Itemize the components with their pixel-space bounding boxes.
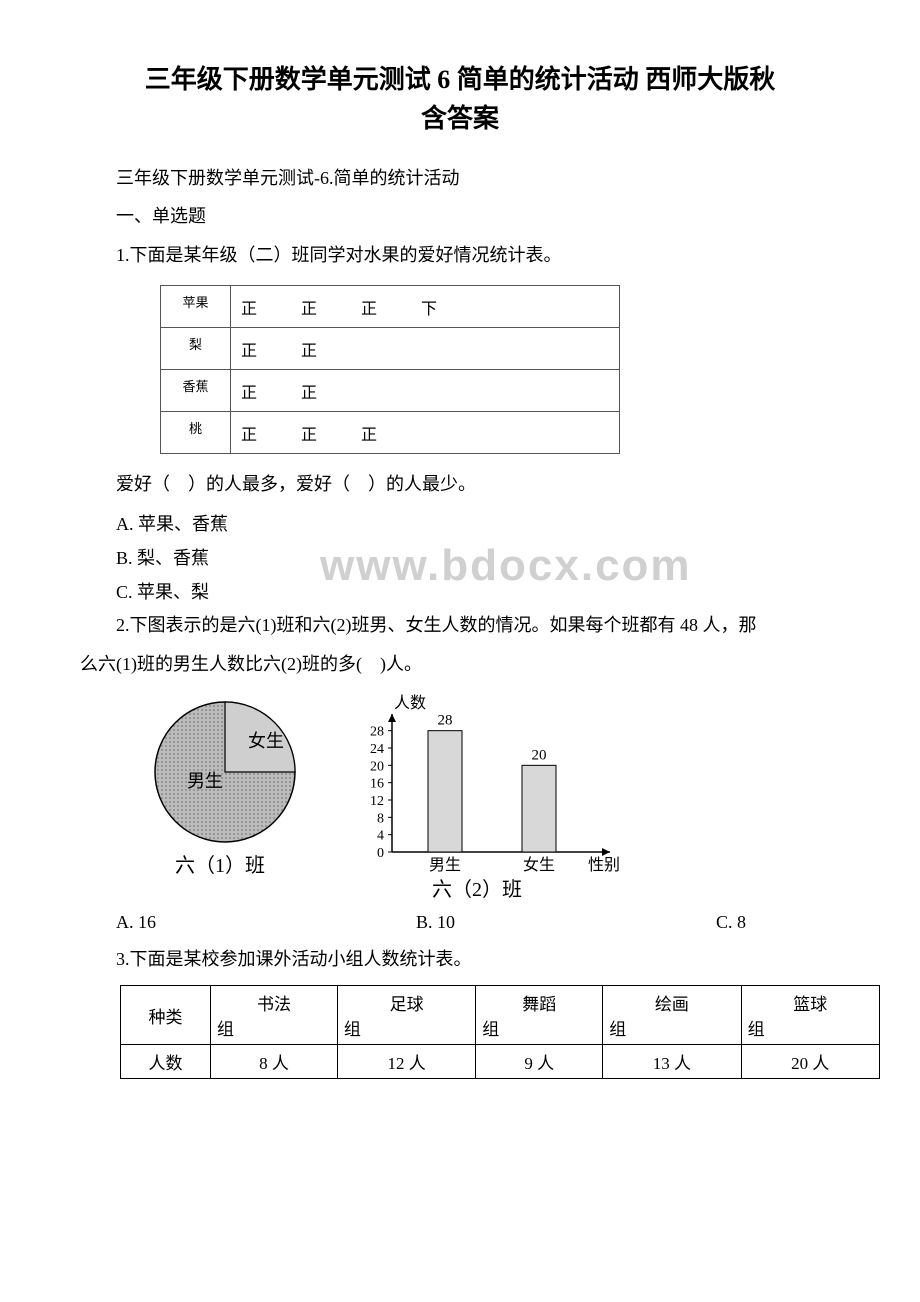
q1-stem: 1.下面是某年级（二）班同学对水果的爱好情况统计表。 (80, 239, 840, 271)
q3-col-name: 舞蹈 (482, 990, 596, 1015)
q3-col-suffix: 组 (344, 1015, 469, 1040)
q3-col-name: 足球 (344, 990, 469, 1015)
q2-option-a: A. 16 (116, 912, 416, 933)
q1-row-tally: 正 正 (231, 370, 620, 412)
q2-bar-wrap: 0 4 8 12 16 20 24 28 人数性别 28 男生 20 女生六（2）班 (340, 692, 640, 902)
svg-text:0: 0 (377, 846, 384, 861)
bar-chart-icon: 0 4 8 12 16 20 24 28 人数性别 28 男生 20 女生六（2）班 (340, 692, 640, 902)
q3-value: 8 人 (211, 1045, 338, 1079)
q3-activity-table: 种类 书法 组 足球 组 舞蹈 组 绘画 组 篮球 组 人数 8 人 12 人 … (120, 985, 880, 1079)
pie-label-boy: 男生 (187, 771, 223, 791)
q1-row-tally: 正 正 正 下 (231, 286, 620, 328)
q3-value: 13 人 (603, 1045, 741, 1079)
table-row: 香蕉 正 正 (161, 370, 620, 412)
q2-options-row: A. 16 B. 10 C. 8 (80, 912, 840, 933)
svg-text:24: 24 (370, 742, 384, 757)
q3-header-first: 种类 (121, 986, 211, 1045)
q3-col: 足球 组 (337, 986, 475, 1045)
svg-text:女生: 女生 (523, 855, 555, 874)
svg-text:28: 28 (370, 725, 384, 740)
table-row: 人数 8 人 12 人 9 人 13 人 20 人 (121, 1045, 880, 1079)
q2-option-b: B. 10 (416, 912, 716, 933)
svg-text:六（2）班: 六（2）班 (432, 878, 522, 901)
q1-row-label: 苹果 (161, 286, 231, 328)
q3-stem: 3.下面是某校参加课外活动小组人数统计表。 (80, 943, 840, 975)
table-row: 梨 正 正 (161, 328, 620, 370)
q3-col: 篮球 组 (741, 986, 879, 1045)
pie-label-girl: 女生 (248, 731, 284, 751)
svg-text:男生: 男生 (429, 856, 461, 874)
q3-col-suffix: 组 (482, 1015, 596, 1040)
title-line-1: 三年级下册数学单元测试 6 简单的统计活动 西师大版秋 (145, 65, 776, 94)
q2-stem-line2: 么六(1)班的男生人数比六(2)班的多( )人。 (80, 648, 840, 680)
q3-col: 书法 组 (211, 986, 338, 1045)
q3-row2-first: 人数 (121, 1045, 211, 1079)
title-line-2: 含答案 (421, 104, 499, 133)
q1-option-c: C. 苹果、梨 (80, 575, 840, 609)
q3-value: 20 人 (741, 1045, 879, 1079)
q1-row-label: 梨 (161, 328, 231, 370)
q2-stem-line1: 2.下图表示的是六(1)班和六(2)班男、女生人数的情况。如果每个班都有 48 … (80, 609, 840, 641)
q1-row-label: 桃 (161, 412, 231, 454)
svg-text:16: 16 (370, 777, 384, 792)
table-row: 种类 书法 组 足球 组 舞蹈 组 绘画 组 篮球 组 (121, 986, 880, 1045)
q2-option-c: C. 8 (716, 912, 746, 933)
q3-col-suffix: 组 (748, 1015, 873, 1040)
q1-row-label: 香蕉 (161, 370, 231, 412)
q3-col-name: 绘画 (609, 990, 734, 1015)
q3-col: 绘画 组 (603, 986, 741, 1045)
svg-text:人数: 人数 (394, 694, 426, 712)
pie-chart-icon: 女生 男生 六（1）班 (140, 692, 310, 882)
q3-col: 舞蹈 组 (476, 986, 603, 1045)
q1-row-tally: 正 正 (231, 328, 620, 370)
q3-value: 12 人 (337, 1045, 475, 1079)
svg-text:4: 4 (377, 829, 384, 844)
table-row: 桃 正 正 正 (161, 412, 620, 454)
svg-text:20: 20 (370, 759, 384, 774)
q3-col-name: 篮球 (748, 990, 873, 1015)
page-title: 三年级下册数学单元测试 6 简单的统计活动 西师大版秋 含答案 (80, 60, 840, 138)
q3-col-suffix: 组 (217, 1015, 331, 1040)
svg-text:12: 12 (370, 794, 384, 809)
q1-ask: 爱好（ ）的人最多，爱好（ ）的人最少。 (80, 468, 840, 500)
q1-option-a: A. 苹果、香蕉 (80, 507, 840, 541)
svg-text:20: 20 (532, 747, 547, 763)
pie-caption: 六（1）班 (175, 854, 265, 877)
svg-text:8: 8 (377, 811, 384, 826)
q2-pie-wrap: 女生 男生 六（1）班 (140, 692, 310, 882)
svg-text:性别: 性别 (588, 856, 620, 874)
q2-charts: 女生 男生 六（1）班 0481216202428人数性别28男生20女生六（2… (140, 692, 840, 902)
q1-tally-table: 苹果 正 正 正 下 梨 正 正 香蕉 正 正 桃 正 正 正 (160, 285, 620, 454)
section-heading: 一、单选题 (80, 200, 840, 232)
q3-col-suffix: 组 (609, 1015, 734, 1040)
subtitle: 三年级下册数学单元测试-6.简单的统计活动 (80, 162, 840, 194)
q1-row-tally: 正 正 正 (231, 412, 620, 454)
q3-col-name: 书法 (217, 990, 331, 1015)
q3-value: 9 人 (476, 1045, 603, 1079)
svg-text:28: 28 (438, 713, 453, 729)
table-row: 苹果 正 正 正 下 (161, 286, 620, 328)
q1-option-b: B. 梨、香蕉 (80, 541, 840, 575)
